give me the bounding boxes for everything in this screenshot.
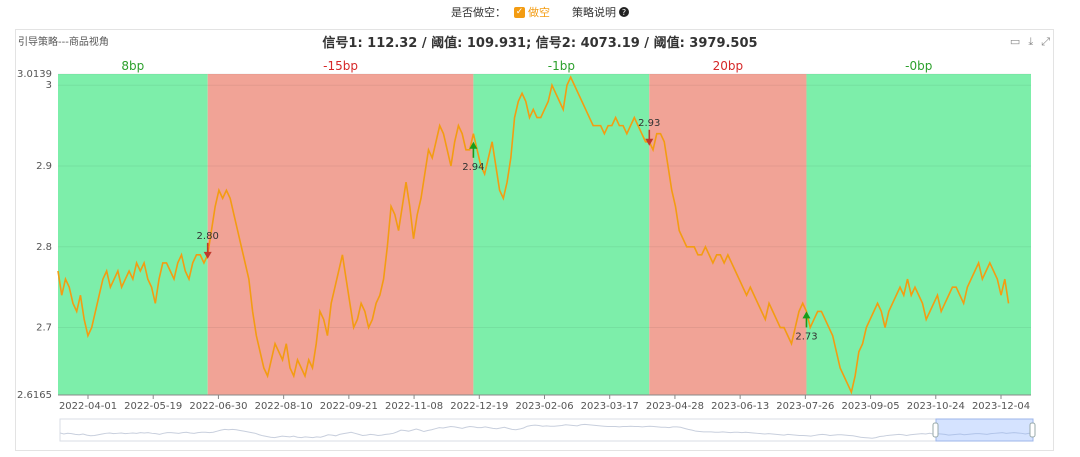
- x-tick-label: 2022-05-19: [124, 401, 182, 412]
- band-label: -1bp: [548, 59, 575, 73]
- question-circle-icon[interactable]: ?: [619, 7, 629, 17]
- y-tick-label: 2.9: [36, 161, 52, 172]
- signal-label: 2.80: [197, 231, 219, 242]
- band-0: [58, 74, 208, 395]
- x-tick-label: 2023-09-05: [842, 401, 900, 412]
- arrow-down-icon: [645, 138, 654, 146]
- short-label: 是否做空：: [451, 6, 506, 19]
- arrow-up-icon: [802, 311, 811, 319]
- strategy-link-label: 策略说明: [572, 6, 616, 19]
- zoom-slider-preview: [59, 423, 1034, 439]
- y-tick-label: 2.8: [36, 242, 52, 253]
- x-tick-label: 2023-12-04: [972, 401, 1030, 412]
- download-icon[interactable]: ⤓: [1028, 35, 1034, 48]
- y-tick-label: 2.6165: [17, 390, 52, 401]
- short-toggle-bar: 是否做空： ✓ 做空 策略说明 ?: [0, 0, 1080, 24]
- checkmark-icon: ✓: [514, 6, 525, 18]
- chart-title: 信号1: 112.32 / 阈值: 109.931; 信号2: 4073.19 …: [322, 36, 758, 51]
- x-tick-label: 2023-06-13: [711, 401, 769, 412]
- short-checkbox[interactable]: ✓ 做空: [514, 4, 550, 20]
- x-tick-label: 2023-04-28: [646, 401, 704, 412]
- y-tick-label: 3.0139: [17, 69, 52, 80]
- chart-toolbox: ▭ ⤓ ⤢: [1010, 35, 1050, 49]
- y-tick-label: 2.7: [36, 323, 52, 334]
- x-tick-label: 2022-06-30: [189, 401, 247, 412]
- band-1: [207, 74, 474, 395]
- zoom-slider-track: [59, 418, 1034, 442]
- band-label: -15bp: [323, 59, 358, 73]
- signal-label: 2.94: [462, 162, 484, 173]
- zoom-handle-left[interactable]: [932, 422, 939, 438]
- price-line: [57, 75, 1010, 395]
- image-icon[interactable]: ▭: [1009, 35, 1021, 48]
- panel-label: 引导策略---商品视角: [18, 37, 109, 48]
- signal-label: 2.73: [795, 331, 817, 342]
- x-tick-label: 2023-10-24: [907, 401, 965, 412]
- signal-label: 2.93: [638, 118, 660, 129]
- x-tick-label: 2022-08-10: [255, 401, 313, 412]
- band-4: [806, 74, 1031, 395]
- expand-icon[interactable]: ⤢: [1041, 35, 1050, 48]
- zoom-handle-right[interactable]: [1029, 422, 1036, 438]
- band-3: [649, 74, 807, 395]
- zoom-window[interactable]: [935, 418, 1034, 442]
- x-tick-label: 2022-04-01: [59, 401, 117, 412]
- chart-panel: [15, 29, 1054, 451]
- arrow-up-icon: [469, 141, 478, 149]
- short-checkbox-label: 做空: [528, 6, 550, 19]
- x-tick-label: 2022-12-19: [450, 401, 508, 412]
- x-tick-label: 2022-09-21: [320, 401, 378, 412]
- band-label: 20bp: [713, 59, 744, 73]
- strategy-link[interactable]: 策略说明 ?: [572, 4, 629, 20]
- x-tick-label: 2022-11-08: [385, 401, 443, 412]
- y-tick-label: 3: [46, 80, 52, 91]
- band-label: 8bp: [121, 59, 144, 73]
- band-label: -0bp: [905, 59, 932, 73]
- x-tick-label: 2023-02-06: [515, 401, 573, 412]
- arrow-down-icon: [203, 251, 212, 259]
- x-tick-label: 2023-07-26: [776, 401, 834, 412]
- band-2: [473, 74, 650, 395]
- x-tick-label: 2023-03-17: [581, 401, 639, 412]
